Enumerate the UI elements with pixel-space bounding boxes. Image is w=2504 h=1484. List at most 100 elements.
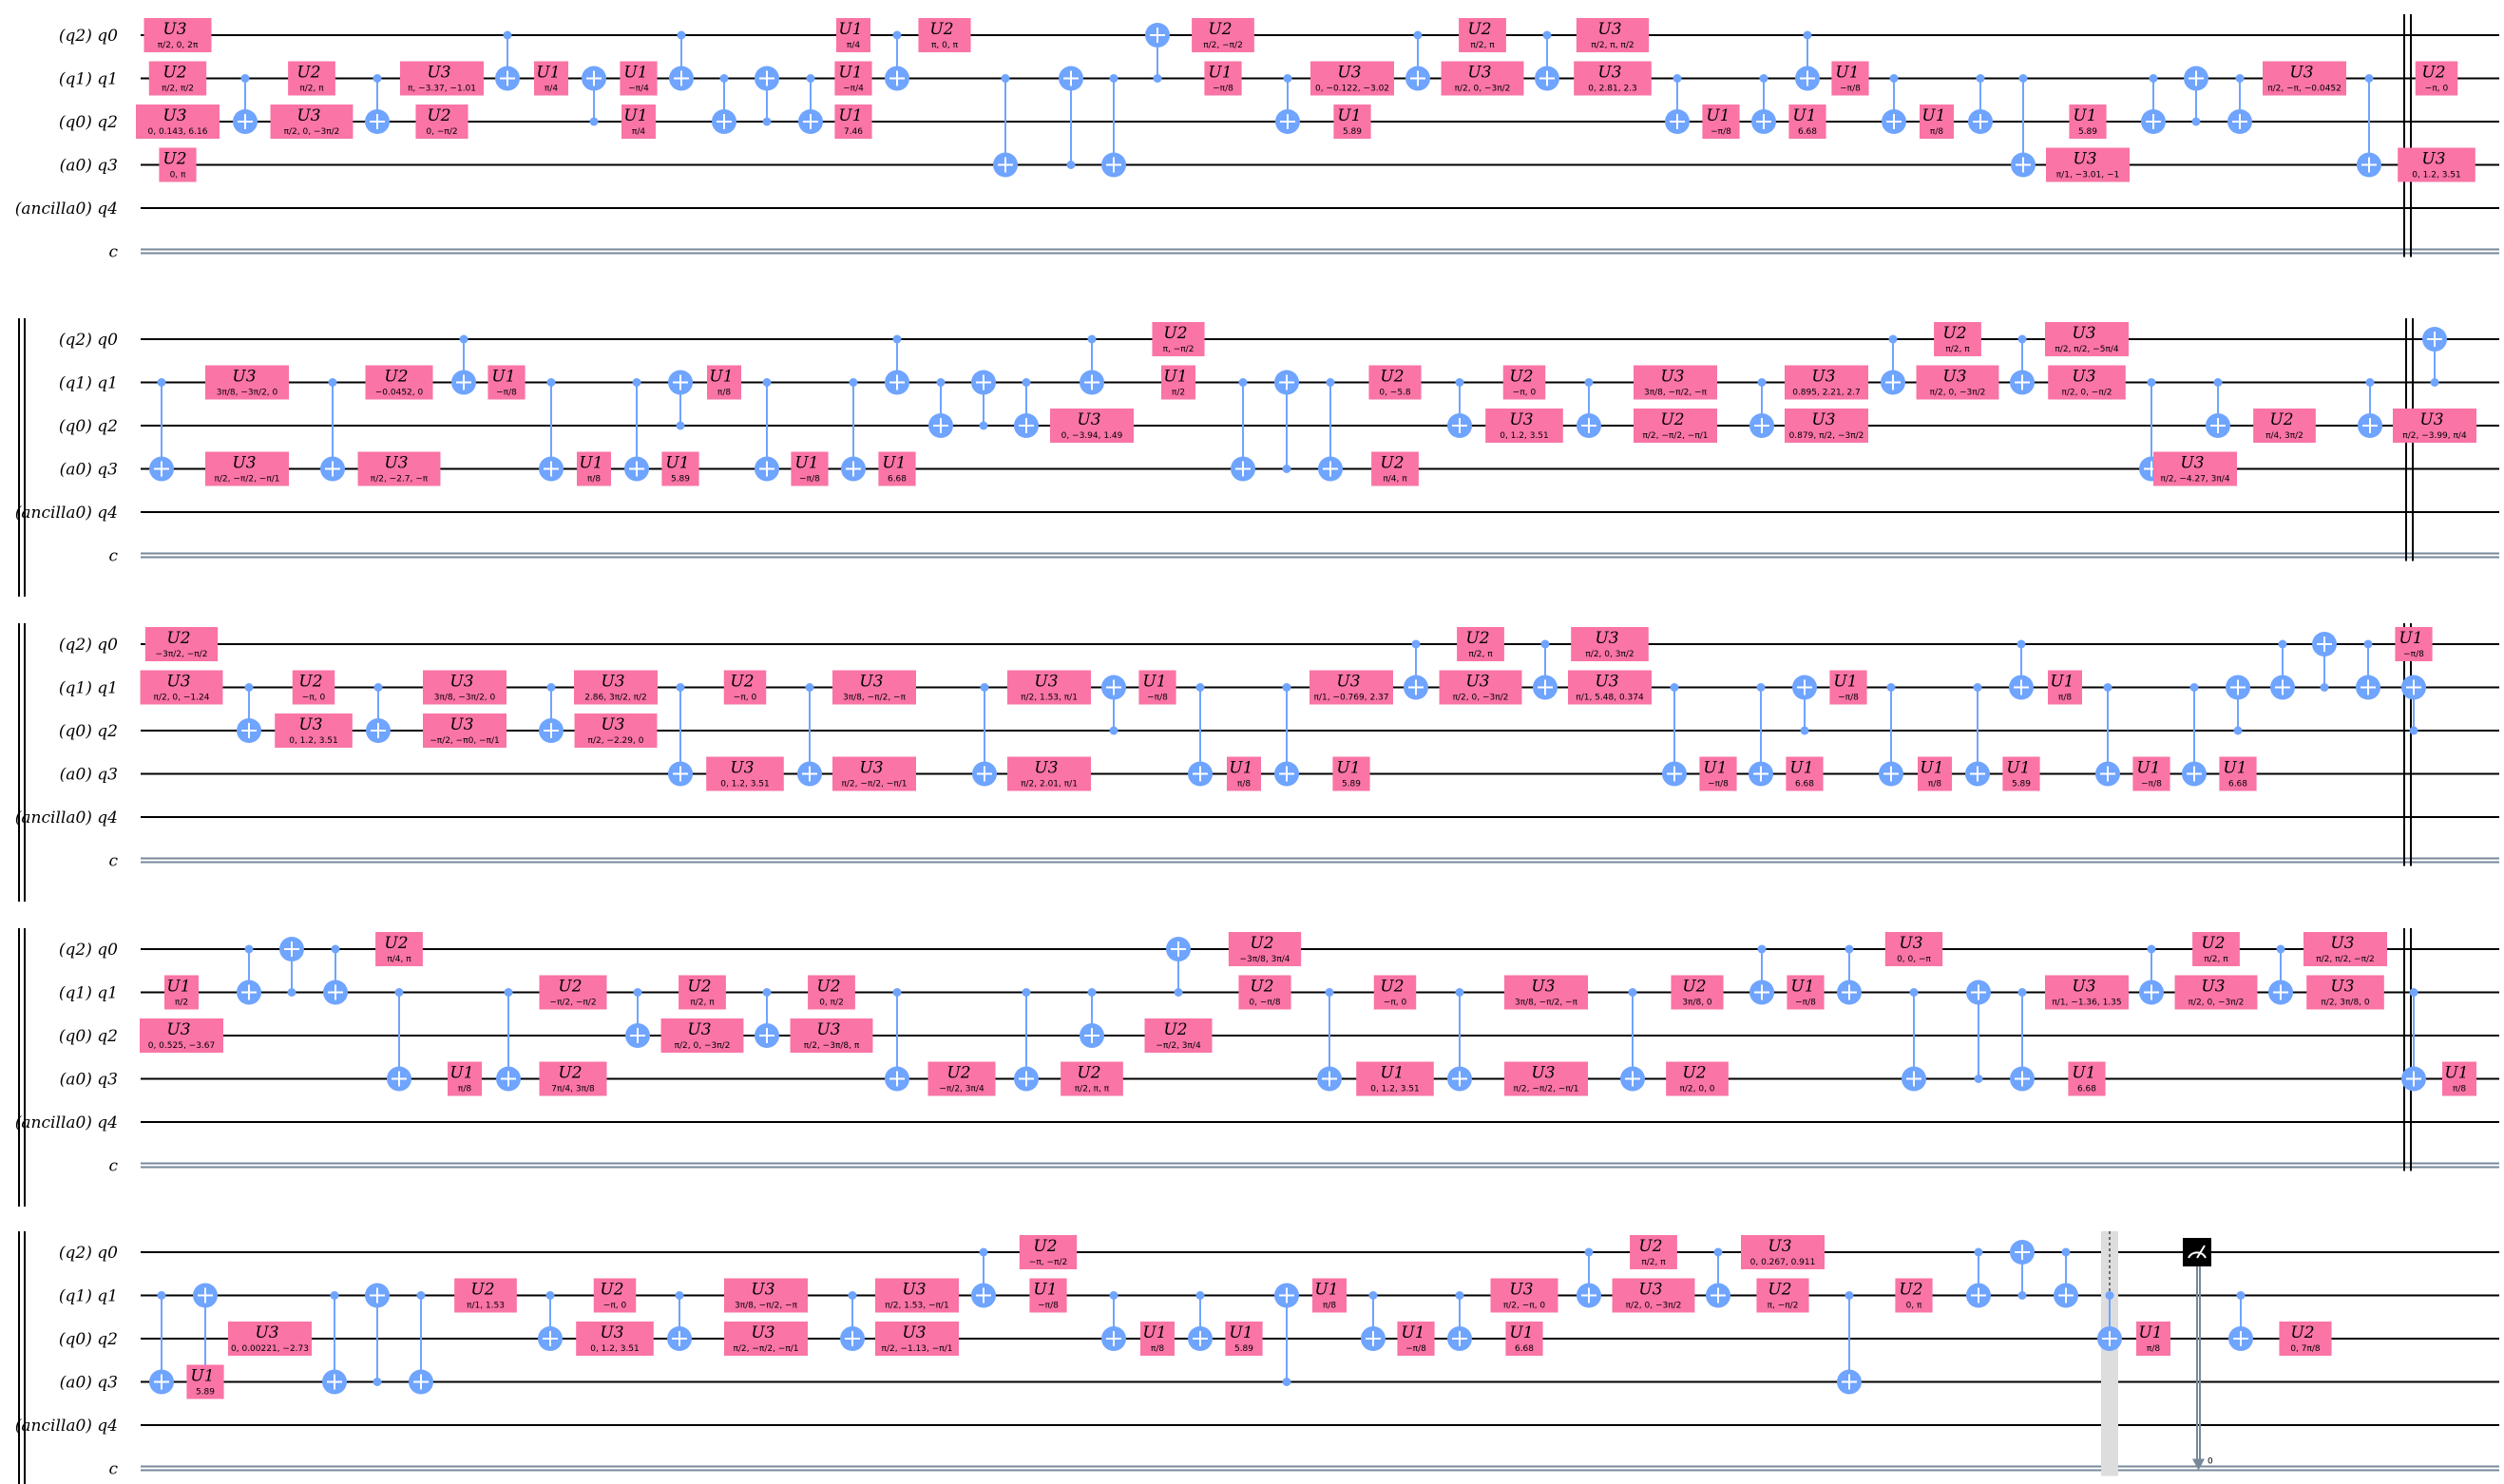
- gate-params: π/2, 0, 0: [1679, 1085, 1714, 1094]
- gate-u1: U1 −π/8: [1204, 61, 1242, 96]
- gate-name: U1: [2223, 759, 2246, 778]
- gate-name: U3: [1942, 368, 1966, 387]
- gate-box: [832, 670, 916, 705]
- gate-u3: U3 0, −3.94, 1.49: [1050, 409, 1134, 443]
- gate-name: U3: [298, 715, 322, 734]
- gate-name: U1: [2444, 1064, 2468, 1083]
- control-dot: [1628, 988, 1637, 997]
- measure-gate: 0: [2183, 1238, 2213, 1471]
- gate-params: 0, −5.8: [1379, 389, 1411, 398]
- gate-params: −π/2, −π/2: [549, 999, 596, 1008]
- gate-name: U3: [2419, 410, 2443, 429]
- cnot-gate: [1059, 66, 1083, 169]
- gate-box: [723, 670, 767, 705]
- gate-u1: U1 5.89: [1332, 756, 1370, 791]
- gate-box: [1634, 409, 1717, 443]
- cnot-gate: [1447, 988, 1472, 1092]
- gate-params: π/4, π: [1383, 475, 1407, 485]
- gate-params: 5.89: [1234, 1344, 1253, 1354]
- gate-params: −π, 0: [2425, 85, 2449, 94]
- gate-params: π/2, 0, −π/2: [2061, 389, 2112, 398]
- gate-u3: U3 3π/8, −π/2, −π: [832, 670, 916, 705]
- gate-u3: U3 π/2, 0, −3π/2: [1439, 670, 1522, 705]
- gate-name: U1: [190, 1367, 214, 1386]
- gate-u1: U1 5.89: [2002, 756, 2040, 791]
- gate-box: [1671, 975, 1724, 1010]
- gate-u3: U3 π/2, 1.53, −π/1: [875, 1278, 959, 1313]
- cnot-gate: [1361, 1291, 1386, 1351]
- gate-box: [1333, 105, 1371, 139]
- gate-name: U3: [687, 1020, 711, 1039]
- gate-u2: U2 0, π: [1895, 1278, 1933, 1313]
- gate-name: U2: [1208, 20, 1232, 39]
- control-dot: [2233, 726, 2243, 735]
- gate-params: 6.68: [1798, 127, 1817, 137]
- gate-name: U1: [1835, 64, 1859, 83]
- gate-name: U2: [1380, 368, 1404, 387]
- gate-u1: U1π/8: [2136, 1322, 2170, 1356]
- cnot-gate: [885, 334, 909, 395]
- control-dot: [677, 30, 686, 40]
- cnot-gate: [1404, 639, 1428, 700]
- gate-u3: U3 π/2, −π/2, −π/1: [1504, 1061, 1588, 1096]
- gate-name: U1: [166, 978, 190, 997]
- gate-u1: U1 −π/8: [2395, 627, 2433, 661]
- control-dot: [1087, 334, 1097, 344]
- gate-box: [275, 713, 353, 748]
- gate-box: [1485, 409, 1563, 443]
- gate-name: U2: [1163, 324, 1187, 343]
- control-dot: [1542, 30, 1552, 40]
- cnot-gate: [539, 378, 564, 482]
- gate-params: 7π/4, 3π/8: [551, 1085, 595, 1094]
- gate-u1: U1 5.89: [2069, 105, 2107, 139]
- gate-params: 0, −3.94, 1.49: [1061, 431, 1123, 441]
- control-dot: [2149, 74, 2158, 83]
- control-dot: [632, 378, 641, 387]
- cnot-gate: [2312, 632, 2337, 692]
- wire-label: c: [108, 243, 118, 262]
- gate-box: [790, 1018, 873, 1053]
- gate-u3: U3 π/1, −0.769, 2.37: [1309, 670, 1393, 705]
- control-dot: [2147, 378, 2156, 387]
- cnot-gate: [1902, 988, 1926, 1092]
- gate-name: U3: [162, 106, 186, 125]
- wire-label: (a0) q3: [60, 766, 118, 785]
- gate-name: U1: [2006, 759, 2030, 778]
- cnot-gate: [841, 378, 866, 482]
- wire-label: (q1) q1: [59, 679, 118, 698]
- gate-box: [706, 756, 784, 791]
- gate-params: −π/8: [1708, 780, 1729, 790]
- cnot-gate: [1879, 683, 1903, 787]
- gate-u1: U1 6.68: [1786, 756, 1824, 791]
- gate-name: U1: [1142, 1323, 1166, 1342]
- control-dot: [980, 683, 989, 692]
- gate-name: U2: [2201, 934, 2225, 953]
- control-dot: [1584, 1247, 1594, 1257]
- gate-box: [1368, 365, 1422, 400]
- gate-params: π/2, −π/2, −π/1: [841, 780, 907, 790]
- gate-u3: U3 π/1, −1.36, 1.35: [2045, 975, 2129, 1010]
- cnot-gate: [2097, 1291, 2122, 1351]
- control-dot: [2276, 944, 2285, 954]
- gate-u3: U3 0.879, π/2, −3π/2: [1785, 409, 1868, 443]
- cnot-gate: [2226, 675, 2250, 735]
- gate-box: [228, 1322, 312, 1356]
- gate-name: U3: [255, 1323, 278, 1342]
- gate-name: U1: [491, 368, 515, 387]
- gate-u2: U2 π, 0, π: [918, 18, 971, 52]
- gate-u2: U2 π/2, π: [288, 61, 335, 96]
- gate-name: U1: [2073, 106, 2096, 125]
- cnot-gate: [1080, 988, 1104, 1048]
- gate-params: −π/8: [799, 475, 820, 485]
- gate-name: U2: [1682, 978, 1706, 997]
- gate-box: [593, 1278, 637, 1313]
- gate-box: [1225, 1322, 1263, 1356]
- gate-name: U2: [162, 64, 186, 83]
- gate-name: U2: [558, 1064, 582, 1083]
- gate-u3: U3 0, 1.2, 3.51: [2398, 147, 2475, 182]
- control-dot: [805, 683, 814, 692]
- gate-params: π/2, −π, −0.0452: [2267, 85, 2342, 94]
- cnot-gate: [755, 378, 779, 482]
- gate-box: [292, 670, 335, 705]
- gate-u2: U2 π/4, π: [375, 932, 423, 966]
